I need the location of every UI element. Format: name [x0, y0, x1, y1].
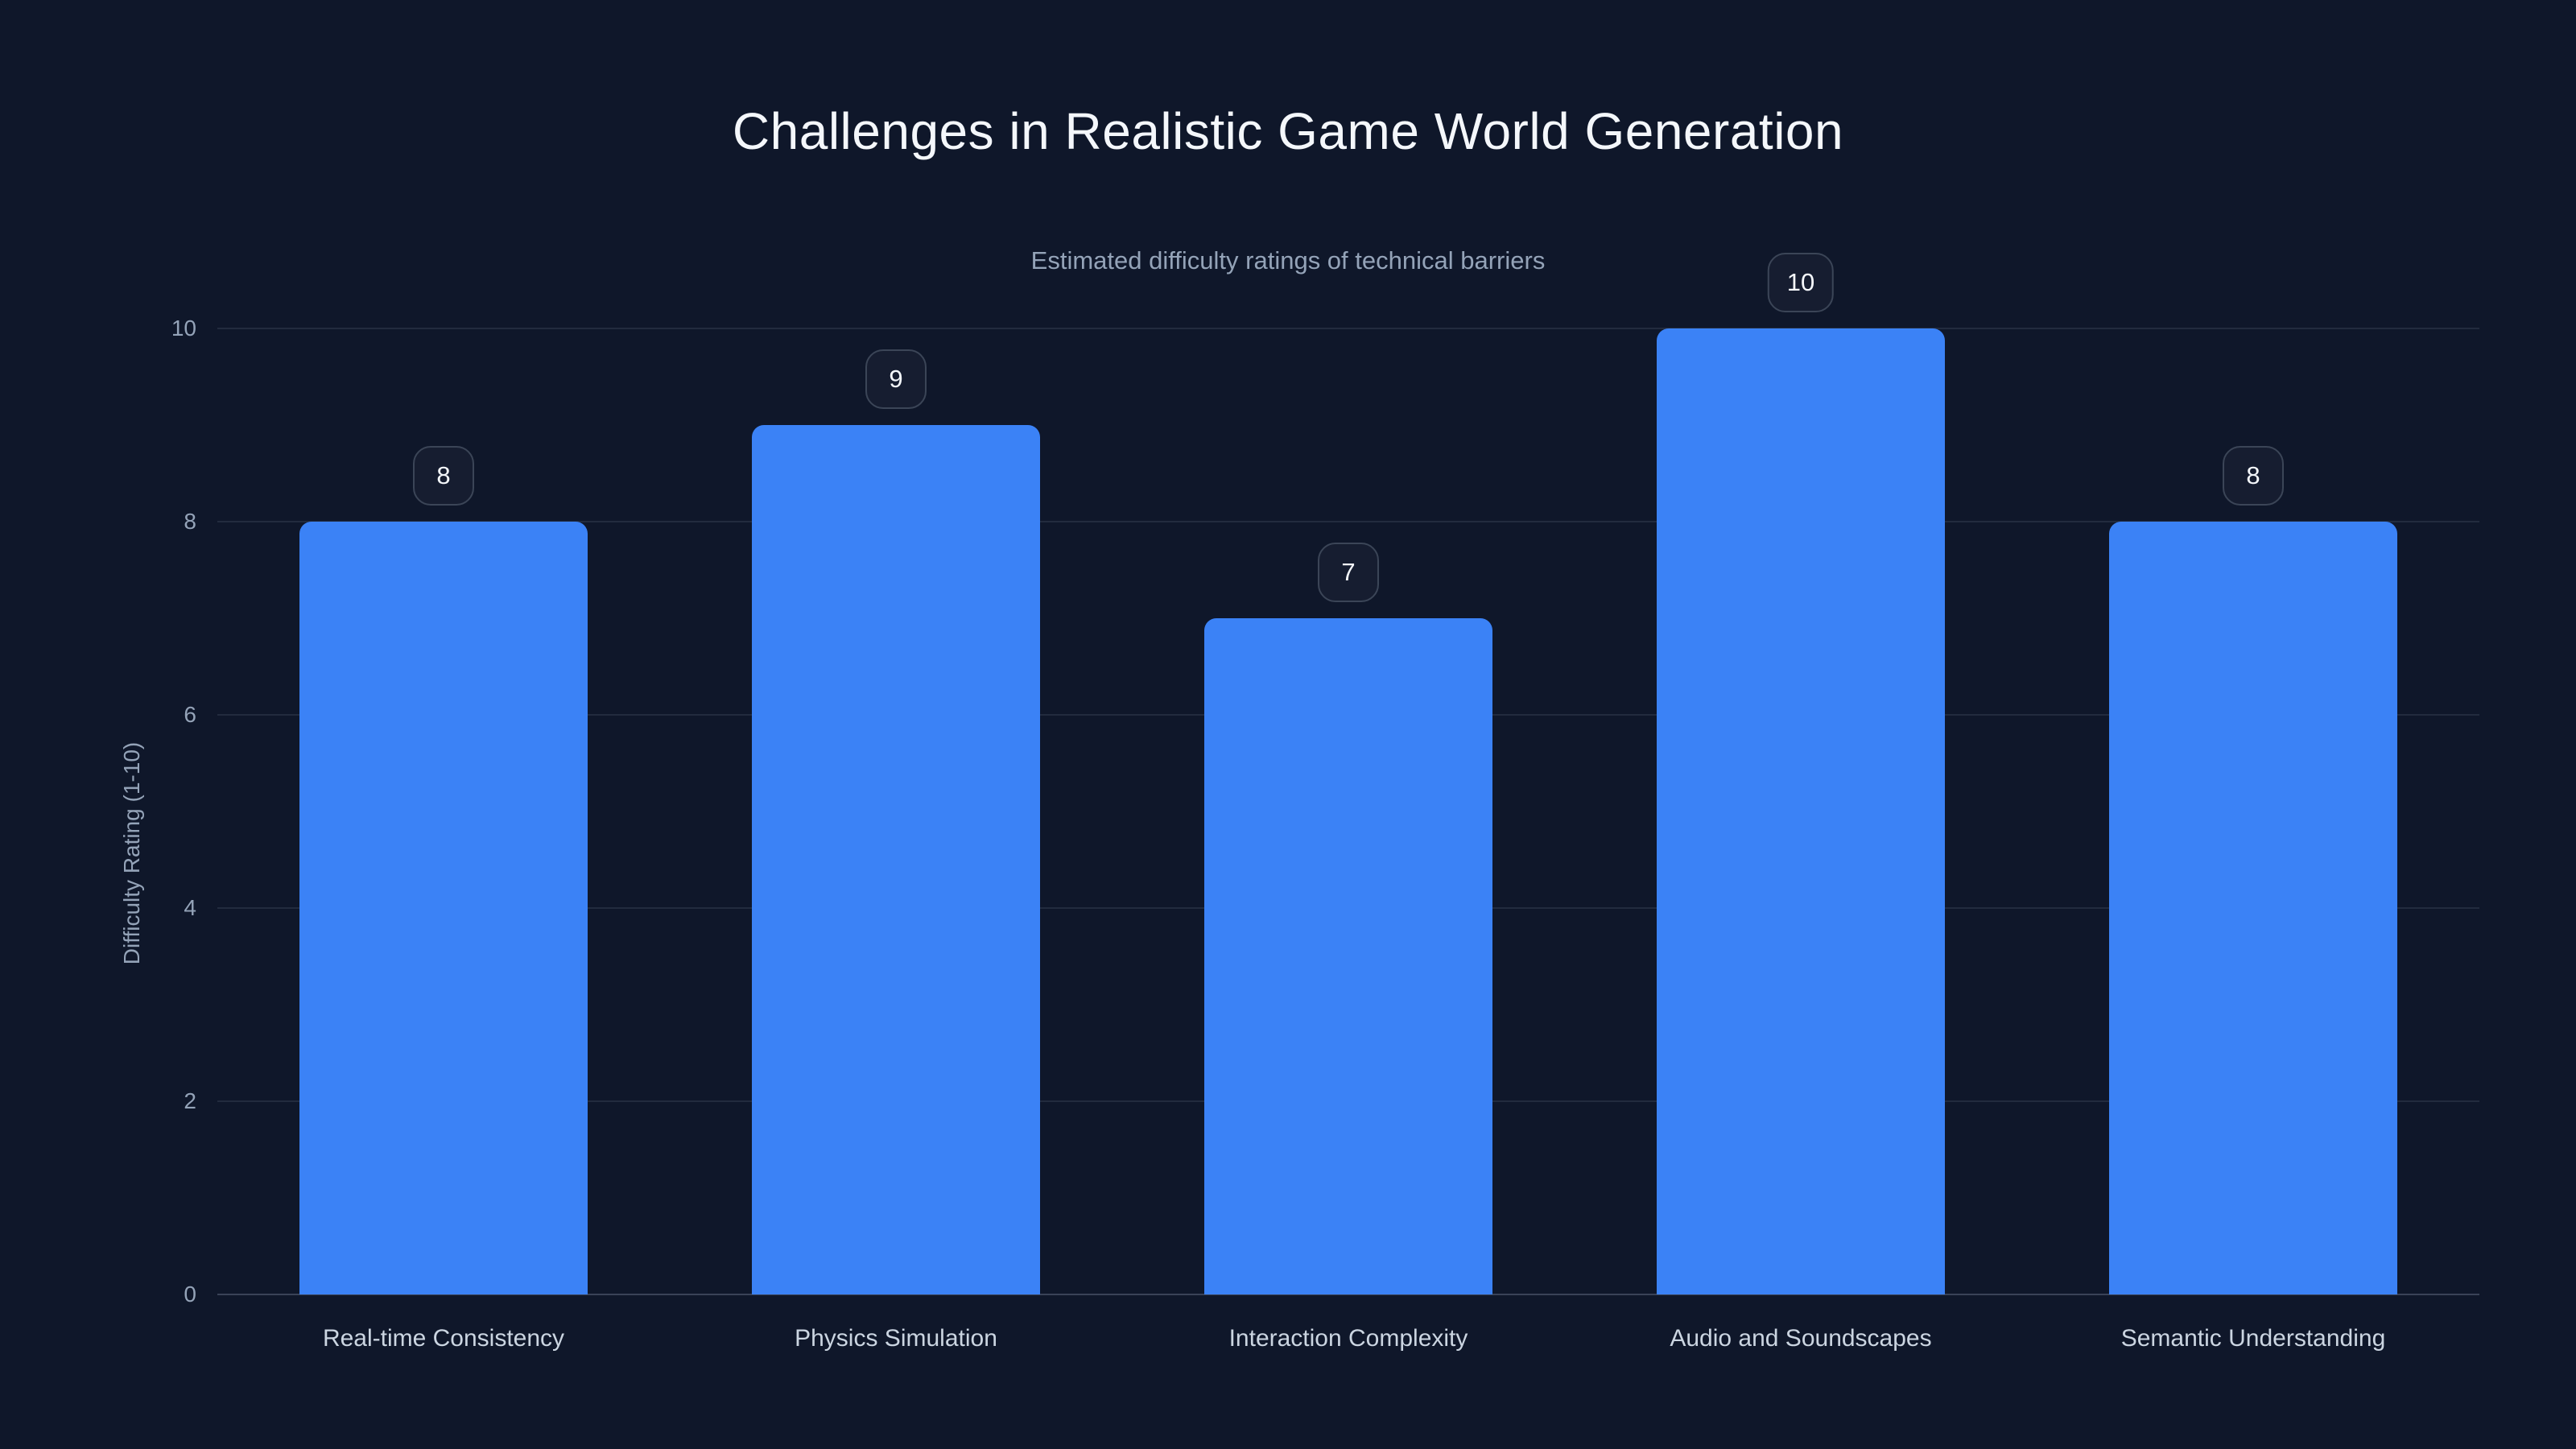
gridline [217, 521, 2479, 522]
y-tick-label: 10 [171, 316, 196, 341]
bar-group: 10 Audio and Soundscapes [1575, 253, 2027, 1352]
y-tick-label: 4 [184, 895, 196, 920]
value-badge-label: 9 [889, 365, 903, 393]
bar [299, 522, 588, 1294]
category-label: Semantic Understanding [2120, 1325, 2386, 1352]
chart-title: Challenges in Realistic Game World Gener… [732, 102, 1844, 160]
y-tick-label: 2 [184, 1088, 196, 1113]
plot-area: 8 Real-time Consistency 9 Physics Simulatio… [217, 253, 2479, 1352]
value-badge: 8 [2223, 446, 2284, 506]
category-label: Audio and Soundscapes [1670, 1325, 1932, 1352]
bar [1204, 618, 1492, 1294]
value-badge: 8 [413, 446, 474, 506]
value-badge-label: 8 [436, 461, 451, 489]
category-label: Physics Simulation [795, 1325, 997, 1352]
bar [1657, 328, 1945, 1294]
bar [752, 425, 1040, 1294]
value-badge-label: 10 [1786, 268, 1815, 296]
chart-subtitle: Estimated difficulty ratings of technica… [1030, 246, 1546, 275]
y-tick-label: 0 [184, 1282, 196, 1307]
y-tick-label: 6 [184, 702, 196, 727]
bar [2109, 522, 2397, 1294]
bar-group: 8 Semantic Understanding [2027, 328, 2479, 1352]
value-badge-label: 8 [2246, 461, 2260, 489]
value-badge: 7 [1318, 543, 1379, 602]
bar-group: 8 Real-time Consistency [217, 328, 670, 1352]
value-badge: 9 [865, 349, 927, 409]
category-label: Real-time Consistency [322, 1325, 565, 1352]
bar-group: 9 Physics Simulation [670, 328, 1122, 1352]
y-axis-title: Difficulty Rating (1-10) [119, 741, 144, 965]
bar-group: 7 Interaction Complexity [1122, 328, 1575, 1352]
category-label: Interaction Complexity [1228, 1325, 1468, 1352]
value-badge: 10 [1767, 253, 1835, 312]
x-axis-baseline [217, 1294, 2479, 1295]
gridline [217, 328, 2479, 329]
y-tick-label: 8 [184, 509, 196, 534]
value-badge-label: 7 [1341, 558, 1356, 586]
